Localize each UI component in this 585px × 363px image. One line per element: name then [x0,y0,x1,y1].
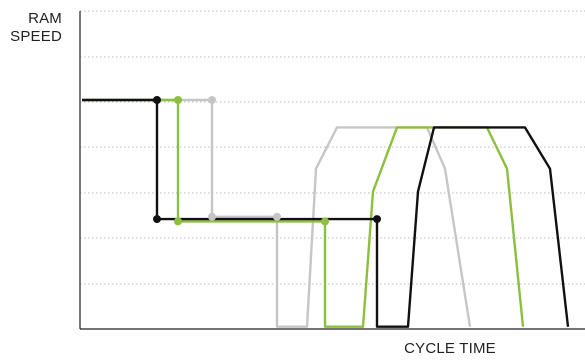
series-point-green-0 [174,96,182,104]
series-point-gray-0 [208,96,216,104]
series-group [82,96,570,328]
series-point-black-0 [153,96,161,104]
x-axis-label: CYCLE TIME [404,340,496,357]
grid-lines [80,10,585,285]
series-point-gray-1 [208,212,216,221]
series-line-green [82,98,525,328]
series-line-black [82,98,570,328]
axes [79,11,585,330]
series-point-green-1 [174,217,182,226]
series-point-black-1 [153,215,161,224]
y-axis-label-line-1: RAM [28,10,62,27]
series-point-gray-2 [273,212,281,221]
series-line-gray [82,98,472,328]
series-point-green-2 [321,217,329,226]
series-point-black-2 [373,215,381,224]
y-axis-label-line-2: SPEED [10,28,62,45]
y-axis-label: RAM SPEED [4,10,62,46]
